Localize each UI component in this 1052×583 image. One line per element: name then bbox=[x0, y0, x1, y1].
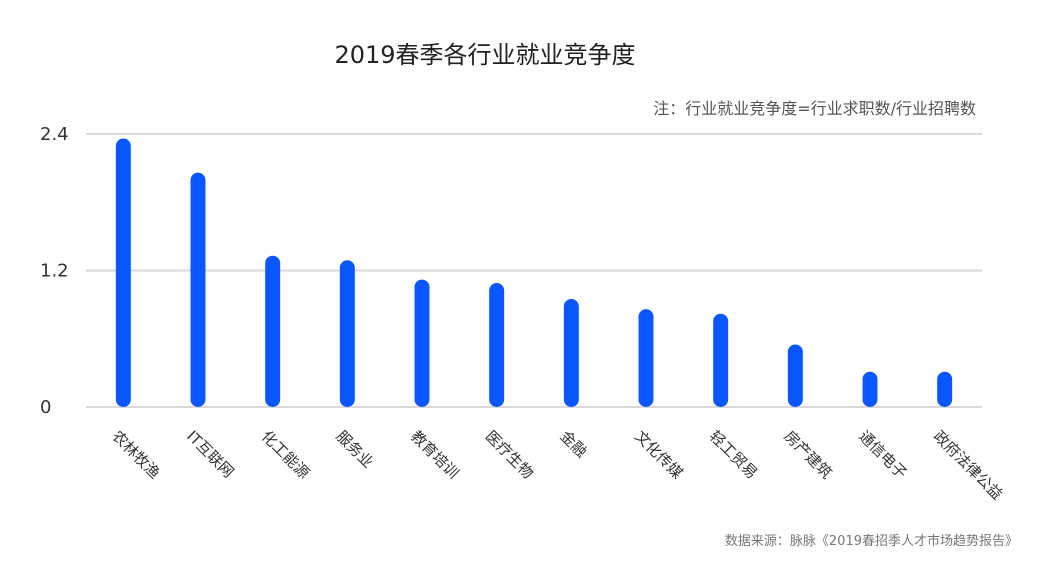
x-tick-label: 金融 bbox=[557, 427, 591, 461]
x-tick-label: 农林牧渔 bbox=[109, 427, 164, 482]
x-tick-label: 医疗生物 bbox=[482, 427, 537, 482]
x-tick-label: 政府法律公益 bbox=[930, 427, 1006, 503]
bar bbox=[265, 255, 281, 407]
y-tick-label: 1.2 bbox=[40, 261, 69, 282]
x-axis-ticks: 农林牧渔 IT互联网 化工能源 服务业 教育培训 医疗生物 金融 文化传媒 轻工贸易 房产建筑 通信… bbox=[109, 427, 1007, 503]
bar bbox=[339, 260, 355, 407]
bar bbox=[414, 279, 430, 407]
bar bbox=[713, 313, 729, 407]
bars bbox=[115, 138, 953, 408]
x-tick-label: 通信电子 bbox=[855, 427, 910, 482]
x-tick-label: 教育培训 bbox=[407, 427, 462, 482]
x-tick-label: 房产建筑 bbox=[781, 427, 836, 482]
chart-note: 注：行业就业竞争度=行业求职数/行业招聘数 bbox=[653, 99, 976, 118]
bar bbox=[937, 371, 953, 407]
x-tick-label: IT互联网 bbox=[183, 427, 237, 481]
chart-title: 2019春季各行业就业竞争度 bbox=[334, 41, 635, 69]
bar bbox=[638, 309, 654, 407]
grid-lines bbox=[86, 133, 982, 408]
bar bbox=[563, 298, 579, 407]
bar bbox=[115, 138, 131, 408]
x-tick-label: 化工能源 bbox=[258, 427, 313, 482]
bar bbox=[787, 344, 803, 407]
bar bbox=[862, 371, 878, 407]
bar bbox=[489, 283, 505, 407]
bar bbox=[190, 172, 206, 407]
y-axis-ticks: 0 1.2 2.4 bbox=[40, 124, 69, 418]
x-tick-label: 轻工贸易 bbox=[706, 427, 761, 482]
data-source: 数据来源：脉脉《2019春招季人才市场趋势报告》 bbox=[725, 533, 1018, 549]
x-tick-label: 服务业 bbox=[333, 427, 378, 472]
y-tick-label: 0 bbox=[40, 397, 51, 418]
y-tick-label: 2.4 bbox=[40, 124, 69, 145]
x-tick-label: 文化传媒 bbox=[631, 427, 686, 482]
